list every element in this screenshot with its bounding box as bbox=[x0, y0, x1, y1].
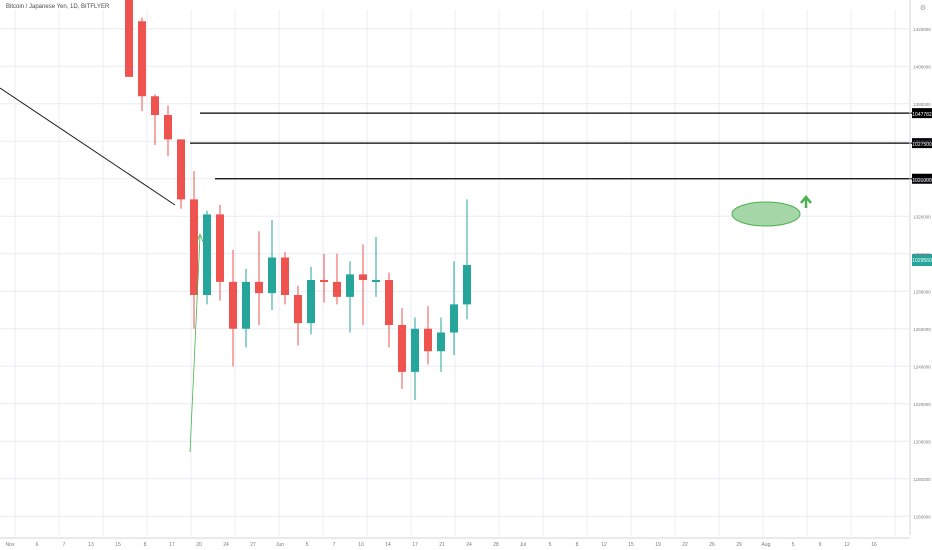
candle-body[interactable] bbox=[268, 257, 276, 294]
candle-body[interactable] bbox=[177, 139, 185, 200]
candle-body[interactable] bbox=[190, 199, 198, 295]
up-arrow-icon bbox=[800, 195, 812, 208]
time-tick-label: Nov bbox=[6, 542, 15, 548]
candle-body[interactable] bbox=[294, 295, 302, 324]
price-tick-label: 1200000 bbox=[913, 439, 931, 444]
price-tick-label: 1320000 bbox=[913, 214, 931, 219]
candle-body[interactable] bbox=[463, 265, 471, 305]
time-tick-label: 17 bbox=[412, 542, 418, 548]
current-price-label: 1029560 bbox=[912, 258, 932, 264]
candle-body[interactable] bbox=[242, 281, 250, 329]
settings-icon[interactable]: ⚙ bbox=[919, 4, 926, 12]
candle-body[interactable] bbox=[229, 281, 237, 329]
candle-body[interactable] bbox=[307, 280, 315, 324]
time-tick-label: Jul bbox=[520, 542, 526, 548]
trend-line[interactable] bbox=[0, 87, 176, 206]
level-label: 1047782 bbox=[912, 112, 932, 118]
candle-body[interactable] bbox=[281, 257, 289, 296]
candle-body[interactable] bbox=[346, 274, 354, 297]
price-tick-label: 1340000 bbox=[913, 177, 931, 182]
time-tick-label: 17 bbox=[169, 542, 175, 548]
candle-body[interactable] bbox=[333, 281, 341, 297]
price-tick-label: 1360000 bbox=[913, 139, 931, 144]
candle-body[interactable] bbox=[372, 280, 380, 282]
candlesticks[interactable] bbox=[125, 0, 471, 400]
candle-body[interactable] bbox=[125, 0, 133, 77]
target-ellipse[interactable] bbox=[731, 201, 801, 227]
time-axis[interactable]: Nov 6 7 13 15 8 17 20 24 27 Jun 5 7 10 14 17 21 24 28 Jul 5 8… bbox=[0, 537, 910, 548]
time-tick-label: 29 bbox=[736, 542, 742, 548]
candle-body[interactable] bbox=[450, 304, 458, 333]
time-tick-label: 24 bbox=[466, 542, 472, 548]
time-tick-label: 12 bbox=[601, 542, 607, 548]
time-tick-label: 20 bbox=[196, 542, 202, 548]
current-price-label-bg bbox=[912, 254, 932, 266]
level-label-bg bbox=[912, 173, 932, 184]
time-tick-label: 15 bbox=[115, 542, 121, 548]
time-tick-label: 6 bbox=[36, 542, 39, 548]
candle-body[interactable] bbox=[359, 274, 367, 280]
symbol-title: Bitcoin / Japanese Yen, 1D, BITFLYER bbox=[6, 4, 110, 10]
time-tick-label: 28 bbox=[493, 542, 499, 548]
time-tick-label: 7 bbox=[333, 542, 336, 548]
time-tick-label: Jun bbox=[276, 542, 284, 548]
candle-body[interactable] bbox=[398, 325, 406, 372]
price-tick-label: 1280000 bbox=[913, 289, 931, 294]
horizontal-levels[interactable]: 1047782 1027500 1020000 bbox=[190, 108, 932, 184]
candle-body[interactable] bbox=[164, 115, 172, 140]
time-tick-label: 5 bbox=[306, 542, 309, 548]
candle-body[interactable] bbox=[320, 280, 328, 282]
time-tick-label: 27 bbox=[250, 542, 256, 548]
level-label: 1020000 bbox=[912, 178, 932, 184]
time-tick-label: 5 bbox=[792, 542, 795, 548]
time-tick-label: 15 bbox=[628, 542, 634, 548]
projection-arrow-icon bbox=[189, 232, 204, 453]
time-tick-label: 13 bbox=[88, 542, 94, 548]
price-tick-label: 1180000 bbox=[913, 477, 931, 482]
time-tick-label: 24 bbox=[223, 542, 229, 548]
time-tick-label: 21 bbox=[439, 542, 445, 548]
price-tick-label: 1300000 bbox=[913, 252, 931, 257]
candle-body[interactable] bbox=[138, 21, 146, 97]
time-tick-label: 14 bbox=[385, 542, 391, 548]
time-tick-label: 5 bbox=[549, 542, 552, 548]
price-tick-label: 1380000 bbox=[913, 102, 931, 107]
candle-body[interactable] bbox=[203, 214, 211, 295]
level-label-bg bbox=[912, 108, 932, 119]
time-tick-label: Aug bbox=[762, 542, 771, 548]
candle-body[interactable] bbox=[255, 281, 263, 294]
price-tick-label: 1240000 bbox=[913, 364, 931, 369]
time-tick-label: 10 bbox=[358, 542, 364, 548]
time-tick-label: 22 bbox=[682, 542, 688, 548]
level-label-bg bbox=[912, 138, 932, 149]
candle-body[interactable] bbox=[424, 328, 432, 352]
time-tick-label: 8 bbox=[576, 542, 579, 548]
grid-lines bbox=[0, 10, 910, 535]
candle-body[interactable] bbox=[411, 328, 419, 372]
level-label: 1027500 bbox=[912, 142, 932, 148]
trendline-segment[interactable] bbox=[0, 87, 176, 206]
price-tick-label: 1420000 bbox=[913, 27, 931, 32]
candle-body[interactable] bbox=[151, 96, 159, 115]
time-tick-label: 8 bbox=[144, 542, 147, 548]
time-tick-label: 26 bbox=[709, 542, 715, 548]
time-tick-label: 16 bbox=[871, 542, 877, 548]
time-tick-label: 7 bbox=[63, 542, 66, 548]
candle-body[interactable] bbox=[385, 280, 393, 325]
time-tick-label: 19 bbox=[655, 542, 661, 548]
candle-body[interactable] bbox=[437, 332, 445, 352]
price-axis[interactable]: 1160000 1180000 1200000 1220000 1240000 12600… bbox=[909, 0, 931, 535]
time-tick-label: 12 bbox=[844, 542, 850, 548]
candle-body[interactable] bbox=[216, 214, 224, 282]
price-tick-label: 1220000 bbox=[913, 402, 931, 407]
price-tick-label: 1260000 bbox=[913, 327, 931, 332]
annotations[interactable]: 1029560 bbox=[189, 195, 932, 453]
price-tick-label: 1160000 bbox=[913, 514, 931, 519]
time-tick-label: 9 bbox=[819, 542, 822, 548]
price-tick-label: 1400000 bbox=[913, 64, 931, 69]
